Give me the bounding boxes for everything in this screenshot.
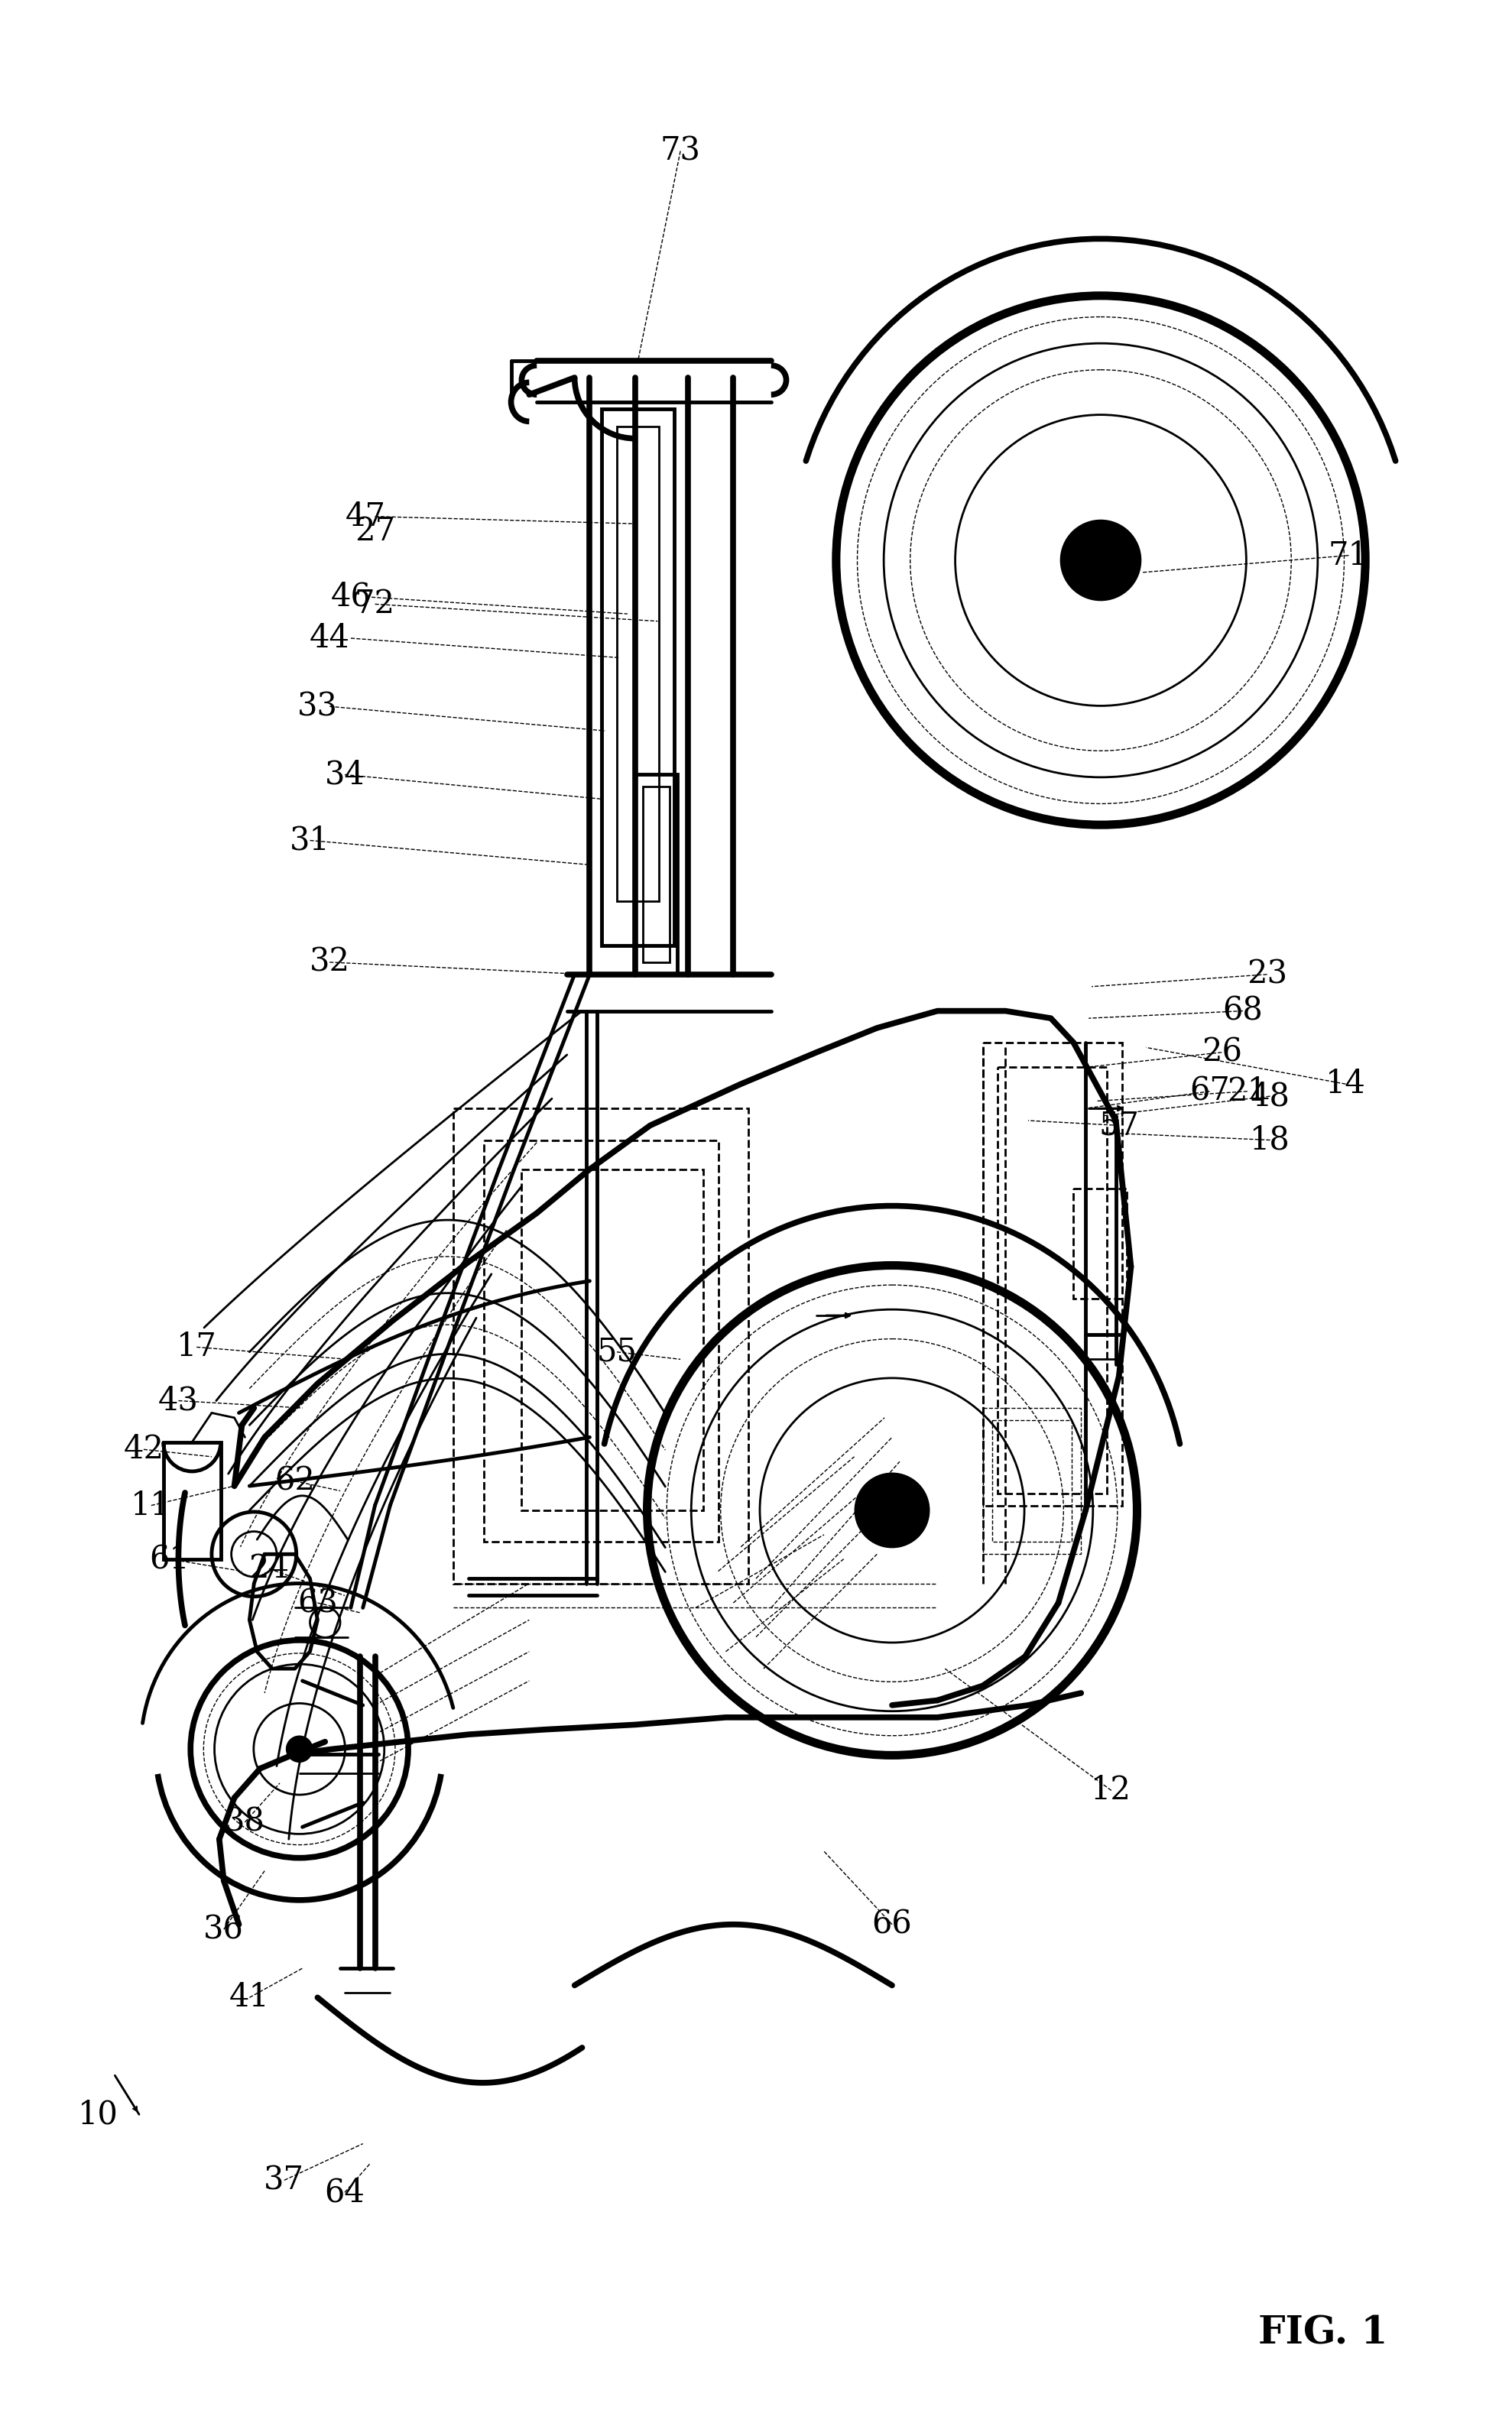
Text: FIG. 1: FIG. 1 xyxy=(1258,2314,1388,2353)
Text: 63: 63 xyxy=(298,1586,337,1620)
Text: 55: 55 xyxy=(597,1335,637,1369)
Text: 34: 34 xyxy=(325,758,364,792)
Bar xyxy=(484,1140,718,1542)
Text: 21: 21 xyxy=(1228,1074,1267,1108)
Text: 44: 44 xyxy=(310,621,349,655)
Text: 27: 27 xyxy=(355,514,395,548)
Text: 26: 26 xyxy=(1202,1035,1241,1069)
Text: 38: 38 xyxy=(225,1805,265,1839)
Text: 62: 62 xyxy=(275,1464,314,1498)
Circle shape xyxy=(1061,521,1140,599)
Bar xyxy=(522,1169,703,1510)
Bar xyxy=(635,775,677,974)
Text: 36: 36 xyxy=(204,1912,243,1946)
Text: 61: 61 xyxy=(150,1542,189,1576)
Bar xyxy=(643,787,670,962)
Text: 67: 67 xyxy=(1190,1074,1229,1108)
Text: 57: 57 xyxy=(1099,1108,1139,1142)
Text: 71: 71 xyxy=(1329,538,1368,572)
Text: 46: 46 xyxy=(331,580,370,614)
Text: 66: 66 xyxy=(872,1907,912,1941)
Bar xyxy=(992,1420,1072,1542)
Text: 47: 47 xyxy=(346,499,386,533)
Text: 10: 10 xyxy=(79,2097,118,2132)
Circle shape xyxy=(286,1737,313,1761)
Bar xyxy=(617,426,659,901)
Text: 32: 32 xyxy=(310,945,349,979)
Text: 17: 17 xyxy=(177,1330,216,1364)
Bar xyxy=(1074,1189,1126,1298)
Bar xyxy=(983,1408,1081,1554)
Text: 11: 11 xyxy=(132,1488,171,1522)
Bar xyxy=(454,1108,748,1583)
Text: 12: 12 xyxy=(1092,1773,1131,1808)
Bar xyxy=(983,1043,1122,1505)
Text: 37: 37 xyxy=(265,2163,304,2197)
Text: 14: 14 xyxy=(1326,1067,1365,1101)
Text: 31: 31 xyxy=(290,823,330,857)
Bar xyxy=(163,1442,221,1559)
Text: 42: 42 xyxy=(124,1432,163,1466)
Text: 68: 68 xyxy=(1223,994,1263,1028)
Text: 73: 73 xyxy=(661,134,700,168)
Text: 24: 24 xyxy=(249,1552,289,1586)
Text: 41: 41 xyxy=(230,1980,269,2015)
Text: 43: 43 xyxy=(159,1384,198,1418)
Bar xyxy=(602,409,674,945)
Text: 33: 33 xyxy=(298,689,337,723)
Text: 23: 23 xyxy=(1247,957,1287,991)
Circle shape xyxy=(856,1474,928,1547)
Text: 48: 48 xyxy=(1250,1079,1290,1113)
Bar xyxy=(998,1067,1107,1493)
Text: 18: 18 xyxy=(1250,1123,1290,1157)
Text: 64: 64 xyxy=(325,2175,364,2209)
Text: 72: 72 xyxy=(355,587,395,621)
